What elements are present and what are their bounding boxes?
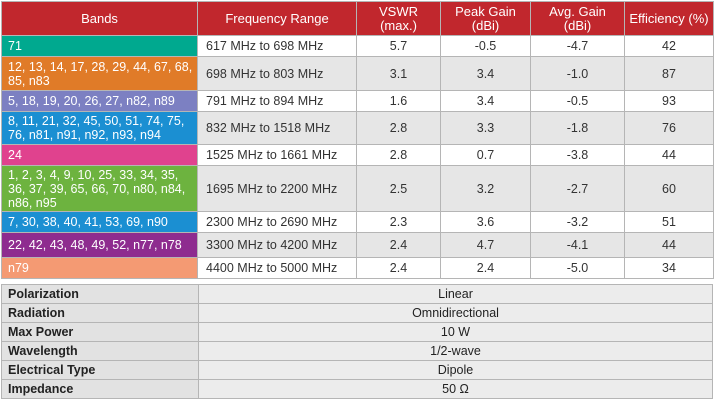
frequency-cell: 617 MHz to 698 MHz — [197, 35, 357, 57]
spec-value: Dipole — [198, 360, 713, 380]
header-row: Bands Frequency Range VSWR (max.) Peak G… — [1, 1, 714, 36]
spec-label: Impedance — [1, 379, 199, 399]
frequency-cell: 3300 MHz to 4200 MHz — [197, 232, 357, 258]
spec-row: Electrical Type Dipole — [1, 360, 713, 380]
spec-row: Wavelength 1/2-wave — [1, 341, 713, 361]
table-row: 1, 2, 3, 4, 9, 10, 25, 33, 34, 35, 36, 3… — [1, 165, 714, 212]
bands-cell: 22, 42, 43, 48, 49, 52, n77, n78 — [1, 232, 198, 258]
avg-gain-cell: -5.0 — [530, 257, 625, 279]
vswr-cell: 2.5 — [356, 165, 441, 212]
table-row: 24 1525 MHz to 1661 MHz 2.8 0.7 -3.8 44 — [1, 144, 714, 166]
bands-cell: n79 — [1, 257, 198, 279]
table-row: 71 617 MHz to 698 MHz 5.7 -0.5 -4.7 42 — [1, 35, 714, 57]
spec-value: 50 Ω — [198, 379, 713, 399]
table-row: 12, 13, 14, 17, 28, 29, 44, 67, 68, 85, … — [1, 56, 714, 91]
header-avg-gain: Avg. Gain (dBi) — [530, 1, 625, 36]
band-performance-table: Bands Frequency Range VSWR (max.) Peak G… — [1, 1, 714, 279]
general-spec-table: Polarization Linear Radiation Omnidirection… — [1, 284, 713, 399]
peak-gain-cell: 3.6 — [440, 211, 531, 233]
avg-gain-cell: -1.0 — [530, 56, 625, 91]
efficiency-cell: 34 — [624, 257, 714, 279]
frequency-cell: 1525 MHz to 1661 MHz — [197, 144, 357, 166]
frequency-cell: 832 MHz to 1518 MHz — [197, 111, 357, 145]
peak-gain-cell: 4.7 — [440, 232, 531, 258]
avg-gain-cell: -3.2 — [530, 211, 625, 233]
peak-gain-cell: 3.2 — [440, 165, 531, 212]
avg-gain-cell: -4.1 — [530, 232, 625, 258]
peak-gain-cell: 3.4 — [440, 90, 531, 112]
bands-cell: 71 — [1, 35, 198, 57]
vswr-cell: 3.1 — [356, 56, 441, 91]
spec-label: Radiation — [1, 303, 199, 323]
efficiency-cell: 44 — [624, 144, 714, 166]
avg-gain-cell: -1.8 — [530, 111, 625, 145]
frequency-cell: 1695 MHz to 2200 MHz — [197, 165, 357, 212]
vswr-cell: 2.4 — [356, 257, 441, 279]
spec-row: Radiation Omnidirectional — [1, 303, 713, 323]
header-efficiency: Efficiency (%) — [624, 1, 714, 36]
efficiency-cell: 76 — [624, 111, 714, 145]
bands-cell: 24 — [1, 144, 198, 166]
peak-gain-cell: 3.3 — [440, 111, 531, 145]
peak-gain-cell: 3.4 — [440, 56, 531, 91]
bands-cell: 12, 13, 14, 17, 28, 29, 44, 67, 68, 85, … — [1, 56, 198, 91]
bands-cell: 1, 2, 3, 4, 9, 10, 25, 33, 34, 35, 36, 3… — [1, 165, 198, 212]
table-row: 7, 30, 38, 40, 41, 53, 69, n90 2300 MHz t… — [1, 211, 714, 233]
efficiency-cell: 42 — [624, 35, 714, 57]
spec-value: 10 W — [198, 322, 713, 342]
header-vswr: VSWR (max.) — [356, 1, 441, 36]
bands-cell: 7, 30, 38, 40, 41, 53, 69, n90 — [1, 211, 198, 233]
spec-value: 1/2-wave — [198, 341, 713, 361]
spec-label: Polarization — [1, 284, 199, 304]
vswr-cell: 1.6 — [356, 90, 441, 112]
avg-gain-cell: -3.8 — [530, 144, 625, 166]
efficiency-cell: 87 — [624, 56, 714, 91]
table-row: n79 4400 MHz to 5000 MHz 2.4 2.4 -5.0 34 — [1, 257, 714, 279]
spec-row: Max Power 10 W — [1, 322, 713, 342]
bands-cell: 5, 18, 19, 20, 26, 27, n82, n89 — [1, 90, 198, 112]
spec-value: Linear — [198, 284, 713, 304]
table-row: 22, 42, 43, 48, 49, 52, n77, n78 3300 MHz… — [1, 232, 714, 258]
spec-row: Polarization Linear — [1, 284, 713, 304]
vswr-cell: 2.3 — [356, 211, 441, 233]
header-bands: Bands — [1, 1, 198, 36]
bands-cell: 8, 11, 21, 32, 45, 50, 51, 74, 75, 76, n… — [1, 111, 198, 145]
spec-label: Electrical Type — [1, 360, 199, 380]
avg-gain-cell: -2.7 — [530, 165, 625, 212]
spec-row: Impedance 50 Ω — [1, 379, 713, 399]
peak-gain-cell: -0.5 — [440, 35, 531, 57]
vswr-cell: 5.7 — [356, 35, 441, 57]
efficiency-cell: 44 — [624, 232, 714, 258]
vswr-cell: 2.4 — [356, 232, 441, 258]
vswr-cell: 2.8 — [356, 144, 441, 166]
vswr-cell: 2.8 — [356, 111, 441, 145]
frequency-cell: 2300 MHz to 2690 MHz — [197, 211, 357, 233]
frequency-cell: 698 MHz to 803 MHz — [197, 56, 357, 91]
peak-gain-cell: 0.7 — [440, 144, 531, 166]
table-row: 8, 11, 21, 32, 45, 50, 51, 74, 75, 76, n… — [1, 111, 714, 145]
header-peak-gain: Peak Gain (dBi) — [440, 1, 531, 36]
frequency-cell: 4400 MHz to 5000 MHz — [197, 257, 357, 279]
spec-label: Max Power — [1, 322, 199, 342]
spec-label: Wavelength — [1, 341, 199, 361]
efficiency-cell: 51 — [624, 211, 714, 233]
avg-gain-cell: -0.5 — [530, 90, 625, 112]
efficiency-cell: 93 — [624, 90, 714, 112]
peak-gain-cell: 2.4 — [440, 257, 531, 279]
table-row: 5, 18, 19, 20, 26, 27, n82, n89 791 MHz t… — [1, 90, 714, 112]
frequency-cell: 791 MHz to 894 MHz — [197, 90, 357, 112]
avg-gain-cell: -4.7 — [530, 35, 625, 57]
efficiency-cell: 60 — [624, 165, 714, 212]
header-frequency: Frequency Range — [197, 1, 357, 36]
spec-value: Omnidirectional — [198, 303, 713, 323]
